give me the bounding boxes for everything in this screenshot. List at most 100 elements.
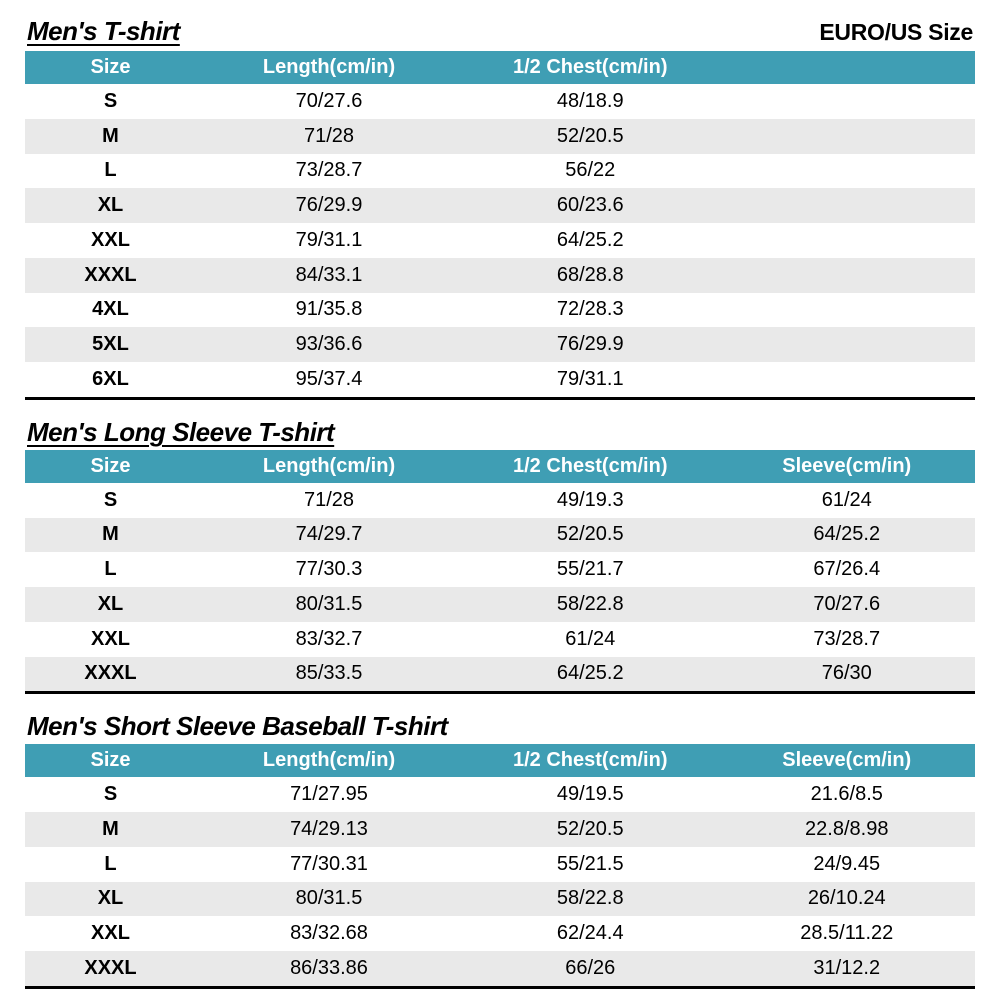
table-row: S 70/27.6 48/18.9 bbox=[25, 84, 975, 119]
value-cell: 61/24 bbox=[565, 627, 616, 650]
value-cell: 60/23.6 bbox=[556, 194, 624, 217]
header-row: Size Length(cm/in) 1/2 Chest(cm/in) bbox=[25, 51, 975, 84]
size-cell: S bbox=[103, 488, 118, 511]
size-table-section: Men's Short Sleeve Baseball T-shirt Size L… bbox=[25, 711, 975, 989]
size-table-section: Men's Long Sleeve T-shirt Size Length(cm/i… bbox=[25, 417, 975, 695]
table-title-row: Men's Short Sleeve Baseball T-shirt bbox=[27, 711, 973, 741]
size-cell: L bbox=[104, 159, 117, 182]
size-cell: 5XL bbox=[92, 333, 129, 356]
value-cell: 21.6/8.5 bbox=[810, 783, 883, 806]
header-cell: Size bbox=[25, 744, 196, 778]
value-cell: 71/27.95 bbox=[290, 783, 368, 806]
size-cell: S bbox=[103, 89, 118, 112]
size-cell: XXXL bbox=[84, 956, 137, 979]
value-cell bbox=[719, 293, 976, 328]
value-cell: 62/24.4 bbox=[556, 922, 624, 945]
size-table: Size Length(cm/in) 1/2 Chest(cm/in) Sleeve(… bbox=[25, 449, 975, 695]
value-cell: 56/22 bbox=[565, 159, 616, 182]
table-title-row: Men's Long Sleeve T-shirt bbox=[27, 417, 973, 447]
table-title-row: Men's T-shirt EURO/US Size bbox=[27, 16, 973, 46]
value-cell: 91/35.8 bbox=[295, 298, 363, 321]
size-cell: M bbox=[102, 124, 119, 147]
table-row: L 77/30.3 55/21.7 67/26.4 bbox=[25, 552, 975, 587]
value-cell: 49/19.5 bbox=[556, 783, 624, 806]
value-cell: 24/9.45 bbox=[813, 852, 881, 875]
size-cell: M bbox=[102, 523, 119, 546]
header-cell: Length(cm/in) bbox=[196, 449, 462, 483]
size-cell: 4XL bbox=[92, 298, 129, 321]
value-cell: 73/28.7 bbox=[295, 159, 363, 182]
value-cell: 74/29.7 bbox=[295, 523, 363, 546]
header-cell: Length(cm/in) bbox=[196, 51, 462, 84]
header-cell: Size bbox=[25, 51, 196, 84]
value-cell: 95/37.4 bbox=[295, 367, 363, 390]
value-cell: 64/25.2 bbox=[813, 523, 881, 546]
value-cell: 52/20.5 bbox=[556, 523, 624, 546]
value-cell: 55/21.7 bbox=[556, 558, 624, 581]
value-cell: 61/24 bbox=[821, 488, 872, 511]
table-row: M 74/29.13 52/20.5 22.8/8.98 bbox=[25, 812, 975, 847]
value-cell bbox=[719, 84, 976, 119]
value-cell: 49/19.3 bbox=[556, 488, 624, 511]
value-cell: 52/20.5 bbox=[556, 124, 624, 147]
size-cell: S bbox=[103, 783, 118, 806]
size-cell: XXL bbox=[91, 922, 130, 945]
value-cell: 77/30.3 bbox=[295, 558, 363, 581]
size-table-section: Men's T-shirt EURO/US Size Size Length(cm/i… bbox=[25, 16, 975, 400]
size-cell: L bbox=[104, 852, 117, 875]
header-cell bbox=[718, 51, 975, 84]
table-row: XXXL 86/33.86 66/26 31/12.2 bbox=[25, 951, 975, 988]
value-cell: 80/31.5 bbox=[295, 592, 363, 615]
value-cell: 64/25.2 bbox=[556, 662, 624, 685]
table-title: Men's Long Sleeve T-shirt bbox=[27, 416, 335, 447]
value-cell: 52/20.5 bbox=[556, 817, 624, 840]
size-table: Size Length(cm/in) 1/2 Chest(cm/in) S 70/27.… bbox=[25, 51, 975, 400]
size-cell: XXL bbox=[91, 228, 130, 251]
value-cell: 76/30 bbox=[821, 662, 872, 685]
euro-us-size-label: EURO/US Size bbox=[819, 19, 973, 45]
table-row: XL 80/31.5 58/22.8 70/27.6 bbox=[25, 587, 975, 622]
value-cell: 79/31.1 bbox=[295, 228, 363, 251]
value-cell: 73/28.7 bbox=[813, 627, 881, 650]
size-cell: XXXL bbox=[84, 263, 137, 286]
value-cell bbox=[719, 154, 976, 189]
size-cell: XXXL bbox=[84, 662, 137, 685]
header-cell: 1/2 Chest(cm/in) bbox=[462, 449, 719, 483]
value-cell: 76/29.9 bbox=[295, 194, 363, 217]
table-row: XXL 83/32.7 61/24 73/28.7 bbox=[25, 621, 975, 657]
value-cell: 84/33.1 bbox=[295, 263, 363, 286]
value-cell: 83/32.7 bbox=[295, 627, 363, 650]
size-cell: 6XL bbox=[92, 367, 129, 390]
header-cell: 1/2 Chest(cm/in) bbox=[462, 51, 719, 84]
value-cell: 66/26 bbox=[565, 956, 616, 979]
size-cell: XL bbox=[97, 194, 124, 217]
table-row: L 77/30.31 55/21.5 24/9.45 bbox=[25, 846, 975, 882]
value-cell bbox=[719, 188, 976, 223]
value-cell: 26/10.24 bbox=[807, 887, 886, 910]
value-cell bbox=[719, 362, 976, 398]
value-cell: 93/36.6 bbox=[295, 333, 363, 356]
value-cell: 28.5/11.22 bbox=[800, 922, 894, 945]
size-table: Size Length(cm/in) 1/2 Chest(cm/in) Sleeve(… bbox=[25, 744, 975, 989]
value-cell bbox=[719, 258, 976, 293]
value-cell: 85/33.5 bbox=[295, 662, 363, 685]
value-cell bbox=[719, 223, 976, 258]
size-cell: L bbox=[104, 558, 117, 581]
table-title: Men's T-shirt bbox=[27, 16, 180, 46]
value-cell: 83/32.68 bbox=[290, 922, 368, 945]
table-row: XXL 83/32.68 62/24.4 28.5/11.22 bbox=[25, 916, 975, 951]
value-cell: 80/31.5 bbox=[295, 887, 363, 910]
value-cell: 70/27.6 bbox=[813, 592, 881, 615]
value-cell: 79/31.1 bbox=[556, 367, 624, 390]
value-cell: 22.8/8.98 bbox=[805, 817, 889, 840]
table-row: 4XL 91/35.8 72/28.3 bbox=[25, 292, 976, 328]
value-cell: 31/12.2 bbox=[813, 956, 881, 979]
size-cell: M bbox=[102, 817, 119, 840]
table-row: XXXL 84/33.1 68/28.8 bbox=[25, 257, 976, 293]
value-cell: 71/28 bbox=[303, 124, 355, 147]
table-row: S 71/28 49/19.3 61/24 bbox=[25, 482, 975, 518]
value-cell: 64/25.2 bbox=[556, 228, 624, 251]
value-cell bbox=[719, 327, 976, 362]
header-cell: 1/2 Chest(cm/in) bbox=[462, 744, 719, 778]
